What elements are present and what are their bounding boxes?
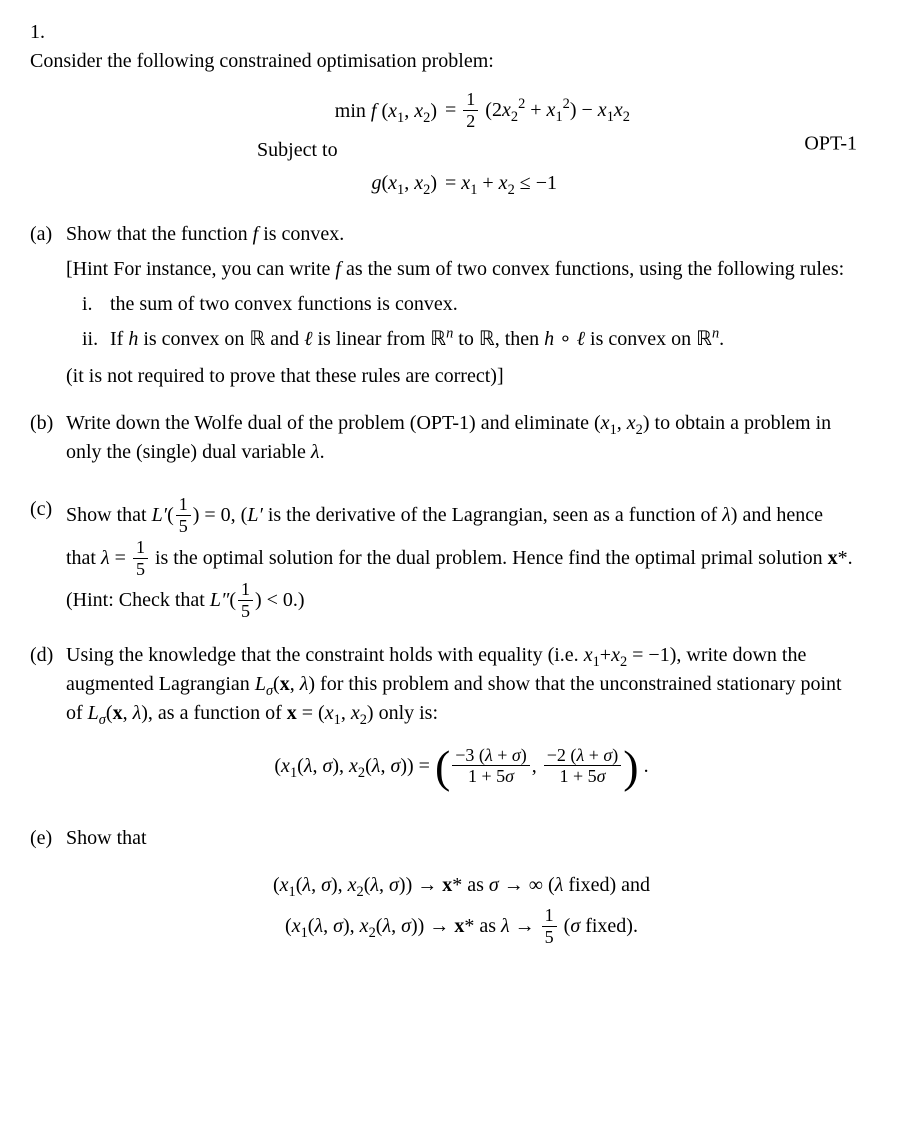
problem-intro: Consider the following constrained optim… [30,50,494,72]
equation-tag: OPT-1 [804,130,857,159]
eq-line1-rhs: = 12 (2x22 + x12) − x1x2 [437,90,630,132]
part-d-text: Using the knowledge that the constraint … [66,641,857,728]
part-e: (e) Show that (x1(λ, σ), x2(λ, σ)) → x* … [30,824,857,966]
part-c-label: (c) [30,495,66,622]
problem: 1. Consider the following constrained op… [30,18,889,966]
part-b-label: (b) [30,409,66,467]
part-a-label: (a) [30,220,66,391]
part-a-text: Show that the function f is convex. [66,220,857,249]
part-a-sub-ii: ii. If h is convex on ℝ and ℓ is linear … [82,325,857,354]
part-a-sub-ii-text: If h is convex on ℝ and ℓ is linear from… [110,325,857,354]
equation-opt1: min f (x1, x2) = 12 (2x22 + x12) − x1x2 … [30,86,857,202]
problem-number: 1. [30,18,58,47]
part-b-text: Write down the Wolfe dual of the problem… [66,409,857,467]
eq-subject-to: Subject to [257,136,437,165]
part-c-text: Show that L′(15) = 0, (L′ is the derivat… [66,495,857,622]
part-e-eq2: (x1(λ, σ), x2(λ, σ)) → x* as λ → 15 (σ f… [66,906,857,948]
part-a: (a) Show that the function f is convex. … [30,220,857,391]
part-a-sub-ii-label: ii. [82,325,110,354]
part-a-sub-i: i. the sum of two convex functions is co… [82,290,857,319]
part-e-text: Show that [66,824,857,853]
part-d: (d) Using the knowledge that the constra… [30,641,857,806]
part-a-sub-i-text: the sum of two convex functions is conve… [110,290,857,319]
part-d-label: (d) [30,641,66,806]
part-a-closing: (it is not required to prove that these … [66,362,857,391]
problem-body: Consider the following constrained optim… [30,47,857,966]
part-e-eq1: (x1(λ, σ), x2(λ, σ)) → x* as σ → ∞ (λ fi… [66,871,857,900]
part-a-sub-i-label: i. [82,290,110,319]
part-c: (c) Show that L′(15) = 0, (L′ is the der… [30,495,857,622]
part-a-hint: [Hint For instance, you can write f as t… [66,255,857,284]
part-b: (b) Write down the Wolfe dual of the pro… [30,409,857,467]
part-d-equation: (x1(λ, σ), x2(λ, σ)) = (−3 (λ + σ)1 + 5σ… [66,746,857,788]
part-e-label: (e) [30,824,66,966]
